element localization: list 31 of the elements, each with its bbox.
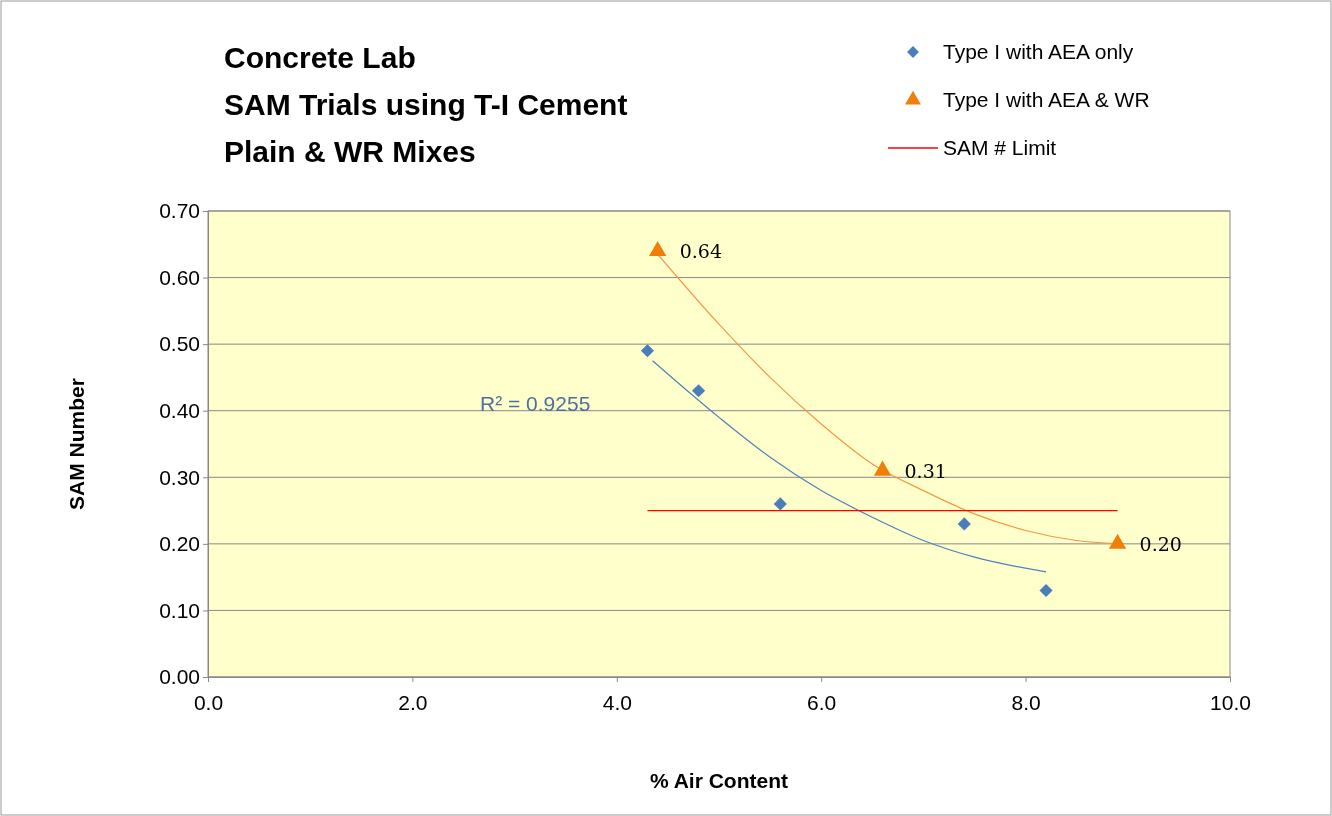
y-tick-label: 0.00: [159, 665, 200, 689]
y-tick-label: 0.30: [159, 465, 200, 489]
point: [773, 497, 787, 511]
x-tick-label: 0.0: [193, 691, 224, 715]
y-tick-label: 0.60: [159, 265, 200, 289]
y-tick-label: 0.10: [159, 598, 200, 622]
point: [640, 344, 655, 358]
chart-subtitle: SAM Trials using T-I Cement Plain & WR Mixes: [224, 88, 628, 168]
annotation: R² = 0.9255: [480, 392, 591, 415]
legend-label: Type I with AEA only: [943, 40, 1134, 63]
legend-label: SAM # Limit: [943, 136, 1057, 159]
data-label: 0.64: [679, 239, 722, 262]
data-label: 0.31: [904, 459, 947, 482]
point: [691, 384, 706, 398]
y-axis-title: SAM Number: [65, 378, 88, 510]
point: [1039, 583, 1053, 598]
line-series: [651, 360, 1047, 573]
x-tick-label: 6.0: [807, 691, 837, 715]
x-tick-label: 2.0: [398, 691, 428, 715]
point: [957, 517, 971, 531]
chart-title: Concrete Lab: [224, 41, 416, 74]
y-tick-label: 0.50: [159, 332, 200, 356]
x-tick-label: 10.0: [1210, 691, 1251, 715]
x-tick-label: 4.0: [602, 691, 632, 715]
data-label: 0.20: [1139, 532, 1182, 555]
legend-label: Type I with AEA & WR: [943, 88, 1150, 111]
y-tick-label: 0.40: [159, 398, 200, 422]
y-tick-label: 0.20: [159, 532, 200, 556]
y-tick-label: 0.70: [159, 199, 200, 223]
x-axis-title: % Air Content: [649, 769, 789, 792]
x-tick-label: 8.0: [1011, 691, 1041, 715]
